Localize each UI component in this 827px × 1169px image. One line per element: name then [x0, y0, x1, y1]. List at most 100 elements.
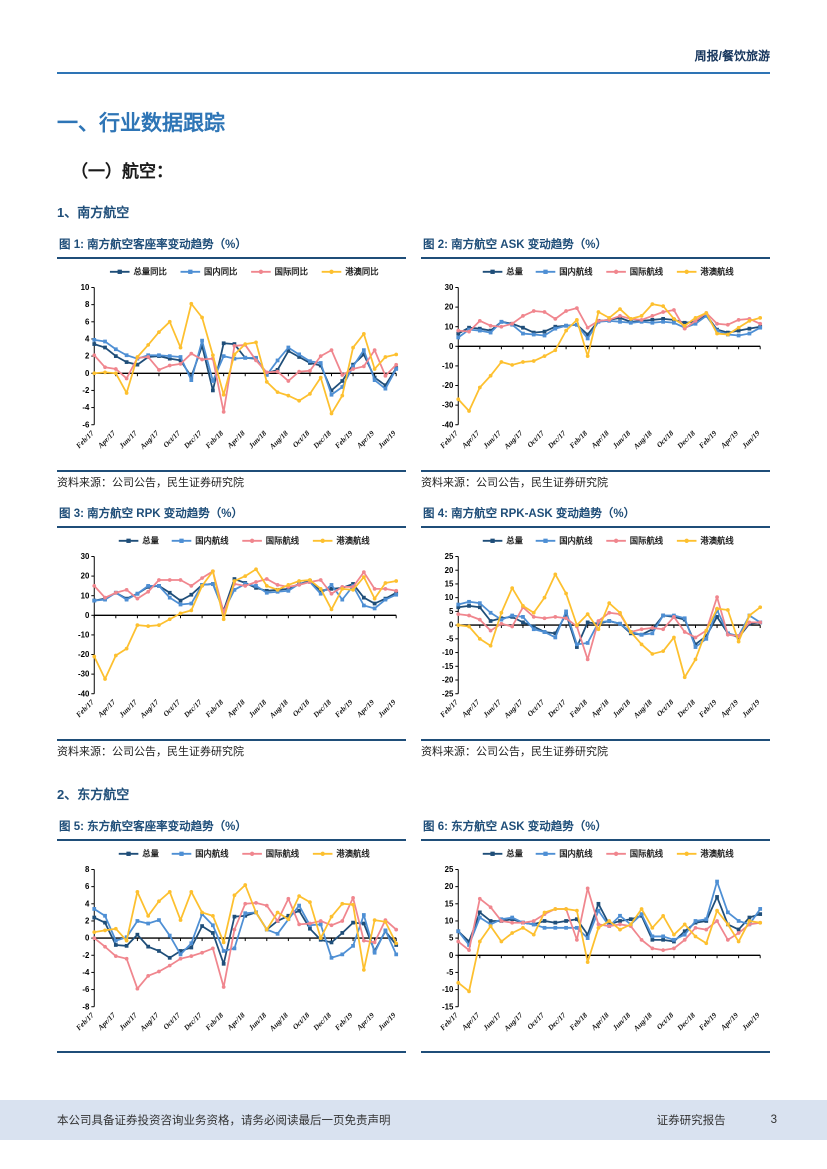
- svg-text:Jun/18: Jun/18: [246, 428, 268, 450]
- figure-3: 图 3: 南方航空 RPK 变动趋势（%） -40 -30 -20 -10 0 10 20 3…: [57, 507, 406, 760]
- svg-text:总量: 总量: [506, 536, 523, 546]
- figure-4-source: 资料来源：公司公告，民生证券研究院: [421, 745, 608, 758]
- svg-text:2: 2: [85, 352, 90, 361]
- heading-southern-airlines: 1、南方航空: [57, 205, 130, 220]
- svg-text:Oct/18: Oct/18: [291, 428, 312, 449]
- svg-text:国内同比: 国内同比: [204, 267, 238, 277]
- footer-page-number: 3: [770, 1114, 777, 1126]
- svg-text:国际航线: 国际航线: [630, 267, 664, 277]
- svg-text:-15: -15: [442, 662, 454, 671]
- figure-5-line-chart: -8 -6 -4 -2 0 2 4 6 8 Feb/17 Apr/17 Jun/17 Aug/17 Oct…: [57, 841, 406, 1054]
- svg-text:Dec/18: Dec/18: [311, 428, 333, 450]
- svg-text:Feb/18: Feb/18: [568, 428, 590, 450]
- svg-text:Oct/17: Oct/17: [525, 428, 546, 449]
- svg-text:Feb/18: Feb/18: [204, 1010, 226, 1032]
- figure-row-3: 图 5: 东方航空客座率变动趋势（%） -8 -6 -4 -2 0 2 4 6 8 Feb/17 A…: [57, 820, 770, 1054]
- svg-text:港澳航线: 港澳航线: [336, 536, 370, 546]
- svg-text:Jun/18: Jun/18: [246, 697, 268, 719]
- figure-2: 图 2: 南方航空 ASK 变动趋势（%） -40 -30 -20 -10 0 10 20 3…: [421, 238, 770, 491]
- section-title-industry-tracking: 一、行业数据跟踪: [57, 112, 225, 135]
- svg-text:Feb/19: Feb/19: [697, 697, 719, 719]
- svg-text:Feb/17: Feb/17: [438, 1010, 460, 1032]
- svg-text:总量: 总量: [506, 848, 523, 858]
- svg-text:8: 8: [85, 865, 90, 874]
- svg-text:总量同比: 总量同比: [133, 267, 167, 277]
- svg-text:6: 6: [85, 317, 90, 326]
- svg-text:-4: -4: [82, 968, 90, 977]
- svg-text:-10: -10: [78, 630, 90, 639]
- figure-row-2: 图 3: 南方航空 RPK 变动趋势（%） -40 -30 -20 -10 0 10 20 3…: [57, 507, 770, 760]
- report-category: 周报/餐饮旅游: [694, 49, 770, 63]
- svg-text:Aug/17: Aug/17: [502, 697, 525, 720]
- svg-text:10: 10: [81, 283, 90, 292]
- svg-text:5: 5: [449, 607, 454, 616]
- figure-6: 图 6: 东方航空 ASK 变动趋势（%） -15 -10 -5 0 5 10 15 20 25…: [421, 820, 770, 1054]
- svg-text:-6: -6: [82, 420, 90, 429]
- svg-text:Dec/18: Dec/18: [675, 697, 697, 719]
- svg-text:Aug/18: Aug/18: [267, 697, 290, 720]
- svg-text:Apr/17: Apr/17: [459, 697, 481, 719]
- svg-text:-20: -20: [442, 675, 454, 684]
- svg-text:Apr/19: Apr/19: [718, 1010, 740, 1032]
- svg-text:20: 20: [81, 571, 90, 580]
- svg-text:Oct/17: Oct/17: [161, 1010, 182, 1031]
- svg-text:30: 30: [81, 552, 90, 561]
- svg-text:4: 4: [85, 335, 90, 344]
- svg-text:Aug/17: Aug/17: [502, 1010, 525, 1033]
- svg-text:0: 0: [85, 369, 90, 378]
- svg-text:Feb/18: Feb/18: [204, 428, 226, 450]
- svg-text:15: 15: [445, 579, 454, 588]
- figure-6-title: 图 6: 东方航空 ASK 变动趋势（%）: [421, 820, 770, 841]
- svg-text:-15: -15: [442, 1002, 454, 1011]
- figure-1-title: 图 1: 南方航空客座率变动趋势（%）: [57, 238, 406, 259]
- svg-text:0: 0: [85, 933, 90, 942]
- svg-text:Dec/17: Dec/17: [545, 697, 567, 719]
- svg-text:Jun/18: Jun/18: [610, 697, 632, 719]
- svg-text:Jun/19: Jun/19: [739, 1010, 761, 1032]
- svg-text:0: 0: [449, 620, 454, 629]
- svg-text:Apr/18: Apr/18: [225, 428, 247, 450]
- svg-text:国内航线: 国内航线: [195, 848, 229, 858]
- figure-1: 图 1: 南方航空客座率变动趋势（%） -6 -4 -2 0 2 4 6 8 10 Feb/17 A…: [57, 238, 406, 491]
- svg-text:0: 0: [449, 342, 454, 351]
- svg-text:Apr/18: Apr/18: [589, 1010, 611, 1032]
- svg-text:港澳航线: 港澳航线: [700, 848, 734, 858]
- svg-text:国内航线: 国内航线: [559, 848, 593, 858]
- svg-text:20: 20: [445, 882, 454, 891]
- svg-text:Dec/18: Dec/18: [311, 1010, 333, 1032]
- svg-text:Jun/19: Jun/19: [375, 697, 397, 719]
- svg-text:Apr/19: Apr/19: [718, 428, 740, 450]
- svg-text:Jun/17: Jun/17: [117, 697, 139, 719]
- svg-text:Jun/18: Jun/18: [610, 428, 632, 450]
- svg-text:Feb/18: Feb/18: [568, 697, 590, 719]
- svg-text:Dec/17: Dec/17: [181, 428, 203, 450]
- svg-text:Feb/17: Feb/17: [438, 428, 460, 450]
- svg-text:Jun/19: Jun/19: [375, 428, 397, 450]
- header-divider: [57, 72, 770, 74]
- svg-text:Oct/18: Oct/18: [291, 697, 312, 718]
- figure-row-1: 图 1: 南方航空客座率变动趋势（%） -6 -4 -2 0 2 4 6 8 10 Feb/17 A…: [57, 238, 770, 491]
- svg-text:国际同比: 国际同比: [275, 267, 309, 277]
- svg-text:Apr/19: Apr/19: [354, 1010, 376, 1032]
- svg-text:5: 5: [449, 933, 454, 942]
- figure-1-line-chart: -6 -4 -2 0 2 4 6 8 10 Feb/17 Apr/17 Jun/17 Aug/17 Oct…: [57, 259, 406, 472]
- svg-text:Feb/17: Feb/17: [74, 697, 96, 719]
- svg-text:港澳航线: 港澳航线: [700, 536, 734, 546]
- figure-2-source: 资料来源：公司公告，民生证券研究院: [421, 476, 608, 489]
- svg-text:Apr/18: Apr/18: [225, 1010, 247, 1032]
- svg-text:Aug/18: Aug/18: [631, 1010, 654, 1033]
- svg-text:国际航线: 国际航线: [266, 848, 300, 858]
- svg-text:Dec/17: Dec/17: [181, 1010, 203, 1032]
- svg-text:Apr/18: Apr/18: [589, 697, 611, 719]
- svg-text:Oct/17: Oct/17: [525, 697, 546, 718]
- svg-text:国内航线: 国内航线: [559, 267, 593, 277]
- figure-4: 图 4: 南方航空 RPK-ASK 变动趋势（%） -25 -20 -15 -10 -5…: [421, 507, 770, 760]
- page-footer: 本公司具备证券投资咨询业务资格，请务必阅读最后一页免责声明 证券研究报告 3: [0, 1100, 827, 1140]
- svg-text:Apr/17: Apr/17: [459, 1010, 481, 1032]
- figure-4-line-chart: -25 -20 -15 -10 -5 0 5 10 15 20 25 Feb/17 Apr/17 Jun/…: [421, 528, 770, 741]
